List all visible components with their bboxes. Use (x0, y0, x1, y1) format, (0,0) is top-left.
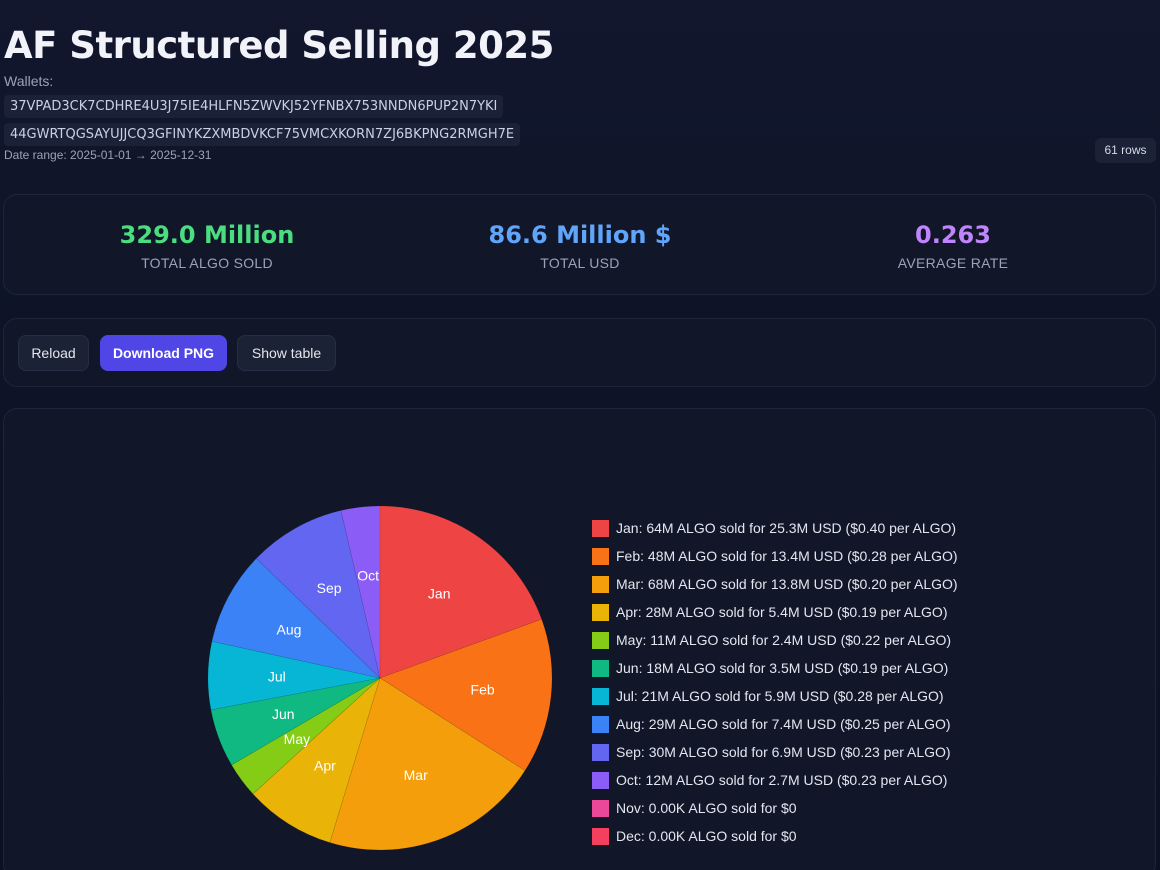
stat-label: TOTAL USD (540, 255, 620, 271)
stat-total-algo: 329.0 Million TOTAL ALGO SOLD (57, 221, 357, 271)
legend-swatch (592, 575, 609, 593)
legend-label: Oct: 12M ALGO sold for 2.7M USD ($0.23 p… (616, 772, 948, 788)
stat-value: 329.0 Million (119, 221, 295, 249)
legend-swatch (592, 659, 609, 677)
pie-slice-oct[interactable] (340, 505, 381, 679)
slice-label: May (284, 731, 310, 747)
show-table-button[interactable]: Show table (237, 335, 336, 371)
legend-swatch (592, 603, 609, 621)
rows-count-badge: 61 rows (1095, 138, 1156, 163)
legend-swatch (592, 547, 609, 565)
page-title: AF Structured Selling 2025 (4, 24, 554, 67)
stat-value: 86.6 Million $ (488, 221, 672, 249)
stat-total-usd: 86.6 Million $ TOTAL USD (430, 221, 730, 271)
legend-item-dec[interactable]: Dec: 0.00K ALGO sold for $0 (592, 822, 958, 850)
slice-label: Jun (272, 706, 295, 722)
legend-swatch (592, 743, 609, 761)
legend-label: Jul: 21M ALGO sold for 5.9M USD ($0.28 p… (616, 688, 944, 704)
wallets-label: Wallets: (4, 73, 54, 89)
legend-item-aug[interactable]: Aug: 29M ALGO sold for 7.4M USD ($0.25 p… (592, 710, 958, 738)
legend-label: Apr: 28M ALGO sold for 5.4M USD ($0.19 p… (616, 604, 948, 620)
legend-label: Feb: 48M ALGO sold for 13.4M USD ($0.28 … (616, 548, 958, 564)
stat-average-rate: 0.263 AVERAGE RATE (803, 221, 1103, 271)
legend-swatch (592, 519, 609, 537)
legend-label: May: 11M ALGO sold for 2.4M USD ($0.22 p… (616, 632, 952, 648)
pie-slice-jul[interactable] (207, 640, 381, 711)
slice-label: Jan (428, 586, 451, 602)
legend-label: Jan: 64M ALGO sold for 25.3M USD ($0.40 … (616, 520, 957, 536)
legend-item-jun[interactable]: Jun: 18M ALGO sold for 3.5M USD ($0.19 p… (592, 654, 958, 682)
legend-label: Mar: 68M ALGO sold for 13.8M USD ($0.20 … (616, 576, 958, 592)
wallet-address: 44GWRTQGSAYUJJCQ3GFINYKZXMBDVKCF75VMCXKO… (4, 123, 521, 146)
pie-slice-sep[interactable] (255, 510, 381, 679)
legend-item-feb[interactable]: Feb: 48M ALGO sold for 13.4M USD ($0.28 … (592, 542, 958, 570)
download-png-button[interactable]: Download PNG (100, 335, 227, 371)
legend-swatch (592, 771, 609, 789)
stat-label: AVERAGE RATE (897, 255, 1009, 271)
slice-label: Jul (268, 669, 286, 685)
legend-item-jul[interactable]: Jul: 21M ALGO sold for 5.9M USD ($0.28 p… (592, 682, 958, 710)
reload-button[interactable]: Reload (18, 335, 89, 371)
legend-swatch (592, 799, 609, 817)
pie-slice-feb[interactable] (379, 618, 553, 771)
stats-panel: 329.0 Million TOTAL ALGO SOLD 86.6 Milli… (3, 194, 1156, 295)
legend-swatch (592, 687, 609, 705)
pie-slice-mar[interactable] (329, 677, 526, 851)
chart-legend: Jan: 64M ALGO sold for 25.3M USD ($0.40 … (592, 514, 958, 850)
wallet-address: 37VPAD3CK7CDHRE4U3J75IE4HLFN5ZWVKJ52YFNB… (4, 95, 504, 118)
slice-label: Oct (357, 568, 379, 584)
slice-label: Apr (314, 757, 336, 773)
legend-item-jan[interactable]: Jan: 64M ALGO sold for 25.3M USD ($0.40 … (592, 514, 958, 542)
legend-swatch (592, 631, 609, 649)
pie-slice-jun[interactable] (210, 677, 381, 766)
legend-item-oct[interactable]: Oct: 12M ALGO sold for 2.7M USD ($0.23 p… (592, 766, 958, 794)
pie-slice-aug[interactable] (211, 558, 381, 679)
pie-slice-apr[interactable] (252, 677, 381, 843)
legend-label: Sep: 30M ALGO sold for 6.9M USD ($0.23 p… (616, 744, 951, 760)
legend-label: Nov: 0.00K ALGO sold for $0 (616, 800, 797, 816)
legend-item-nov[interactable]: Nov: 0.00K ALGO sold for $0 (592, 794, 958, 822)
stat-value: 0.263 (915, 221, 991, 249)
stat-label: TOTAL ALGO SOLD (141, 255, 273, 271)
slice-label: Feb (471, 681, 495, 697)
slice-label: Aug (277, 621, 302, 637)
date-range: Date range: 2025-01-01 → 2025-12-31 (4, 148, 212, 162)
legend-swatch (592, 715, 609, 733)
legend-item-apr[interactable]: Apr: 28M ALGO sold for 5.4M USD ($0.19 p… (592, 598, 958, 626)
controls-panel: Reload Download PNG Show table (3, 318, 1156, 387)
slice-label: Sep (317, 580, 342, 596)
legend-item-mar[interactable]: Mar: 68M ALGO sold for 13.8M USD ($0.20 … (592, 570, 958, 598)
legend-item-sep[interactable]: Sep: 30M ALGO sold for 6.9M USD ($0.23 p… (592, 738, 958, 766)
pie-slice-may[interactable] (231, 677, 381, 795)
legend-label: Dec: 0.00K ALGO sold for $0 (616, 828, 797, 844)
legend-label: Jun: 18M ALGO sold for 3.5M USD ($0.19 p… (616, 660, 949, 676)
legend-item-may[interactable]: May: 11M ALGO sold for 2.4M USD ($0.22 p… (592, 626, 958, 654)
legend-swatch (592, 827, 609, 845)
legend-label: Aug: 29M ALGO sold for 7.4M USD ($0.25 p… (616, 716, 951, 732)
chart-panel: Jan Feb Mar Apr May Jun Jul Aug Sep Oct Jan: 64M … (3, 408, 1156, 870)
slice-label: Mar (404, 767, 428, 783)
pie-slice-jan[interactable] (379, 505, 543, 679)
